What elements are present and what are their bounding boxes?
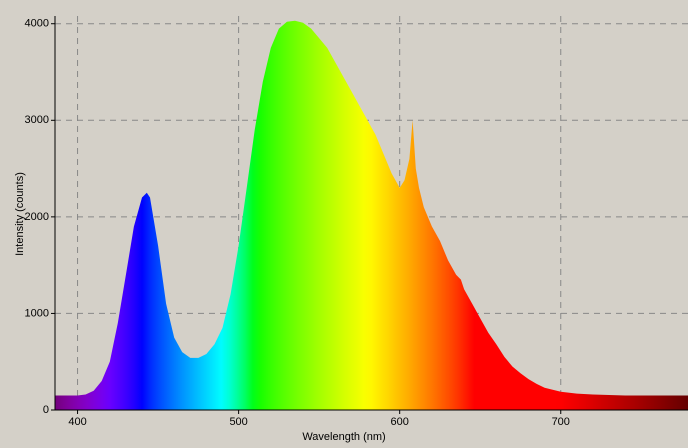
x-axis-label: Wavelength (nm) [302, 431, 385, 443]
y-tick-label: 1000 [25, 307, 49, 319]
x-tick-label: 700 [552, 416, 570, 428]
spectrum-area [55, 20, 688, 411]
y-tick-label: 3000 [25, 114, 49, 126]
y-tick-label: 4000 [25, 18, 49, 30]
x-tick-label: 600 [391, 416, 409, 428]
x-tick-label: 500 [229, 416, 247, 428]
y-axis-label: Intensity (counts) [14, 172, 26, 256]
y-tick-label: 0 [43, 404, 49, 416]
x-tick-label: 400 [68, 416, 86, 428]
y-tick-label: 2000 [25, 211, 49, 223]
